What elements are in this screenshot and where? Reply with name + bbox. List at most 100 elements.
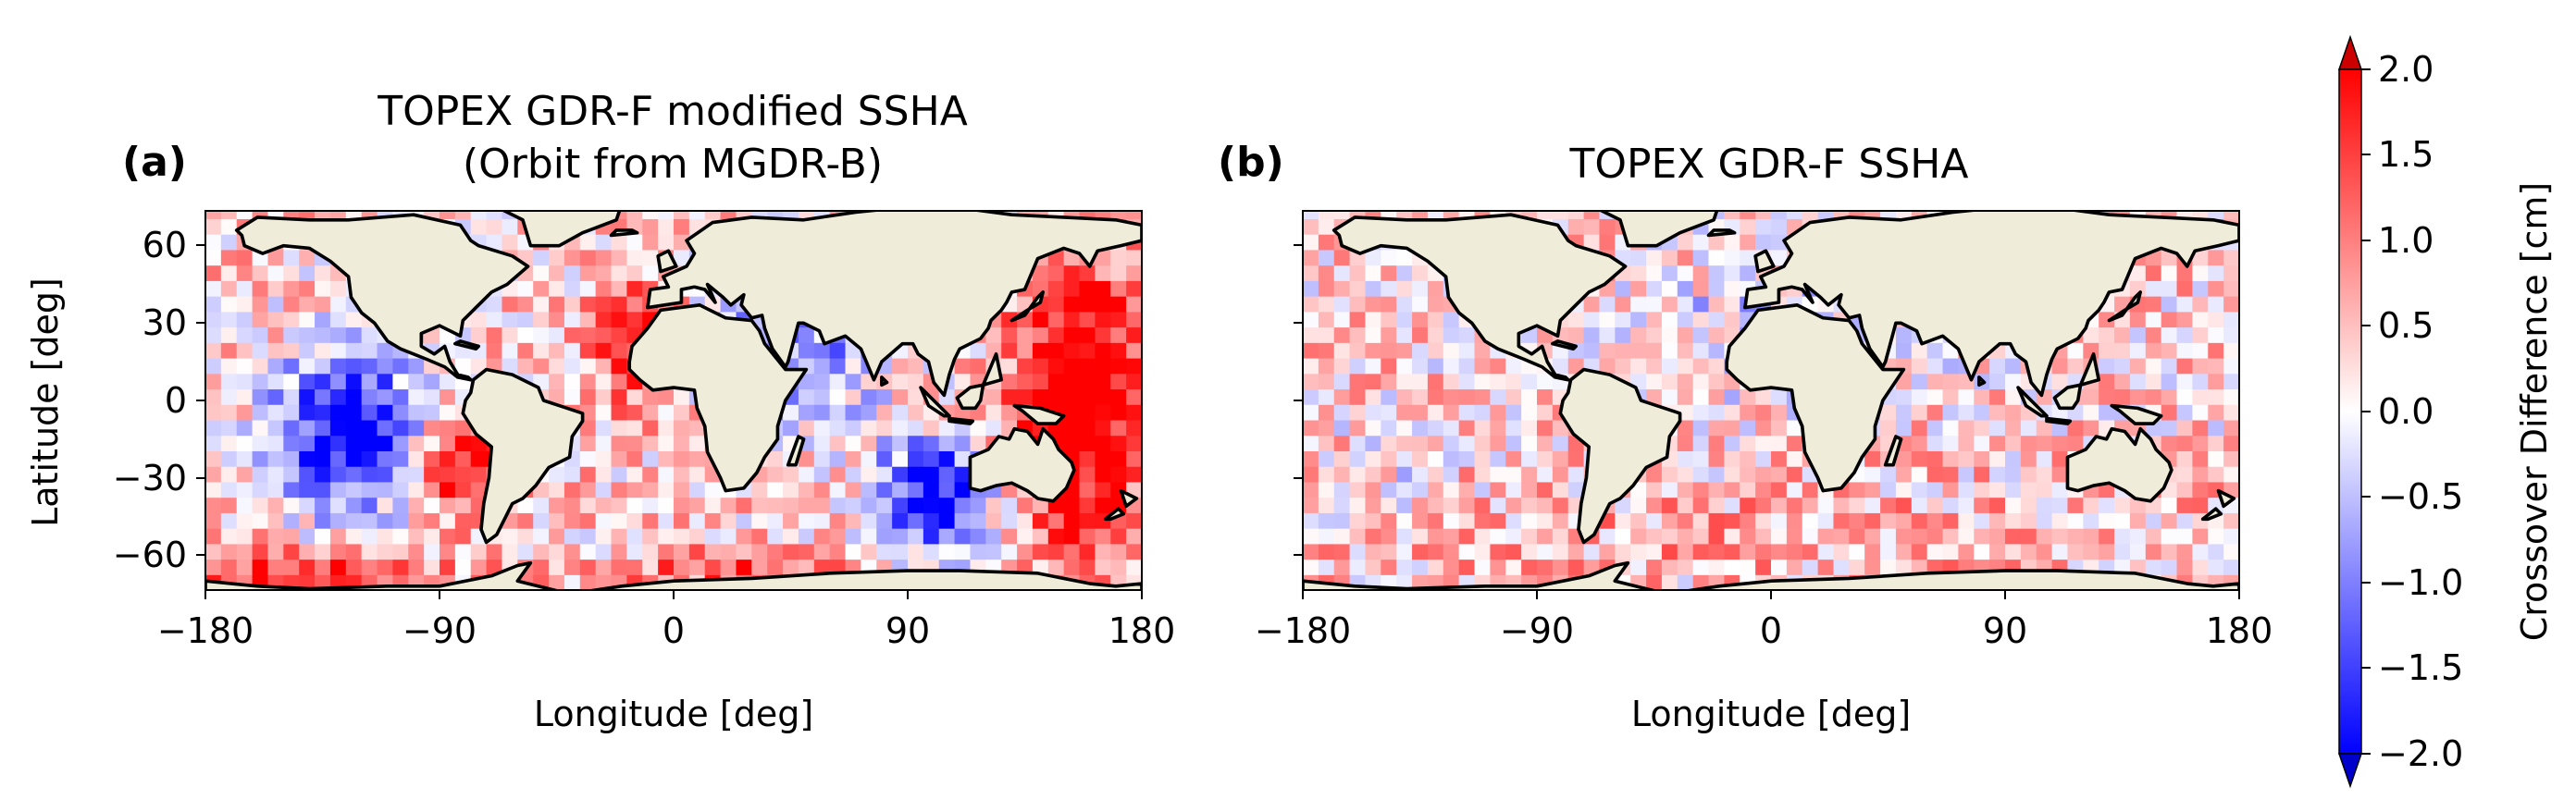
heatmap-cell — [611, 481, 627, 498]
heatmap-cell — [1427, 373, 1444, 390]
heatmap-cell — [1771, 481, 1788, 498]
heatmap-cell — [1333, 512, 1351, 529]
heatmap-cell — [1047, 296, 1065, 313]
heatmap-cell — [1537, 528, 1554, 545]
heatmap-cell — [267, 311, 284, 328]
heatmap-cell — [595, 466, 613, 483]
heatmap-cell — [1786, 559, 1803, 575]
heatmap-cell — [1126, 419, 1142, 437]
heatmap-cell — [315, 450, 331, 467]
heatmap-cell — [2020, 435, 2037, 451]
heatmap-cell — [1381, 311, 1397, 328]
heatmap-cell — [861, 419, 877, 437]
heatmap-cell — [595, 574, 613, 590]
heatmap-cell — [1661, 311, 1678, 328]
heatmap-cell — [2161, 419, 2178, 437]
heatmap-cell — [236, 388, 254, 405]
heatmap-cell — [1412, 388, 1429, 405]
heatmap-cell — [1032, 559, 1049, 575]
heatmap-cell — [329, 559, 347, 575]
heatmap-cell — [579, 296, 597, 313]
heatmap-cell — [908, 466, 924, 483]
heatmap-cell — [1032, 280, 1049, 297]
heatmap-cell — [361, 435, 378, 451]
heatmap-cell — [392, 559, 409, 575]
heatmap-cell — [783, 559, 799, 575]
heatmap-cell — [845, 512, 861, 529]
heatmap-cell — [1126, 311, 1142, 328]
heatmap-cell — [1646, 512, 1663, 529]
heatmap-cell — [533, 497, 550, 513]
heatmap-cell — [1630, 326, 1647, 343]
heatmap-cell — [1895, 326, 1913, 343]
heatmap-cell — [1771, 450, 1788, 467]
heatmap-cell — [1833, 512, 1850, 529]
heatmap-cell — [767, 466, 784, 483]
heatmap-cell — [813, 512, 831, 529]
heatmap-cell — [1926, 373, 1944, 390]
heatmap-cell — [2005, 450, 2022, 467]
heatmap-cell — [1817, 211, 1835, 219]
heatmap-cell — [1755, 497, 1772, 513]
heatmap-cell — [1911, 559, 1928, 575]
heatmap-cell — [1110, 357, 1127, 375]
heatmap-cell — [424, 211, 440, 219]
heatmap-cell — [1349, 280, 1367, 297]
heatmap-cell — [1079, 528, 1096, 545]
heatmap-cell — [1079, 373, 1096, 390]
heatmap-cell — [1802, 497, 1819, 513]
heatmap-cell — [658, 512, 675, 529]
heatmap-cell — [908, 481, 924, 498]
heatmap-cell — [2176, 326, 2193, 343]
heatmap-cell — [1001, 528, 1018, 545]
heatmap-cell — [1365, 481, 1381, 498]
heatmap-cell — [549, 249, 565, 266]
heatmap-cell — [1974, 543, 1990, 560]
heatmap-cell — [315, 574, 331, 590]
heatmap-cell — [595, 512, 613, 529]
heatmap-cell — [329, 373, 347, 390]
heatmap-cell — [1552, 450, 1569, 467]
heatmap-cell — [345, 373, 363, 390]
heatmap-cell — [329, 528, 347, 545]
panel-b: TOPEX GDR-F SSHA (b) −180 −90 0 90 180 L… — [1218, 139, 2273, 734]
heatmap-cell — [923, 450, 940, 467]
heatmap-cell — [1646, 311, 1663, 328]
heatmap-cell — [1677, 234, 1694, 251]
heatmap-cell — [595, 249, 613, 266]
heatmap-cell — [626, 234, 643, 251]
heatmap-cell — [1443, 357, 1460, 375]
heatmap-cell — [1318, 280, 1335, 297]
heatmap-cell — [1552, 357, 1569, 375]
heatmap-cell — [1047, 211, 1065, 219]
heatmap-cell — [517, 342, 534, 359]
heatmap-cell — [783, 466, 799, 483]
heatmap-cell — [205, 326, 222, 343]
heatmap-cell — [2051, 373, 2069, 390]
heatmap-cell — [2192, 481, 2209, 498]
heatmap-cell — [1771, 249, 1788, 266]
heatmap-cell — [220, 234, 238, 251]
heatmap-cell — [1303, 326, 1319, 343]
heatmap-cell — [283, 311, 300, 328]
heatmap-cell — [564, 296, 581, 313]
heatmap-cell — [408, 543, 425, 560]
heatmap-cell — [1443, 342, 1460, 359]
heatmap-cell — [440, 211, 456, 219]
heatmap-cell — [1740, 388, 1756, 405]
heatmap-cell — [392, 466, 409, 483]
heatmap-cell — [424, 419, 440, 437]
heatmap-cell — [611, 326, 627, 343]
heatmap-cell — [1079, 265, 1096, 281]
heatmap-cell — [1552, 211, 1569, 219]
heatmap-cell — [2223, 528, 2239, 545]
heatmap-cell — [1349, 357, 1367, 375]
heatmap-cell — [361, 404, 378, 421]
heatmap-cell — [611, 357, 627, 375]
heatmap-cell — [1079, 512, 1096, 529]
heatmap-cell — [720, 211, 737, 219]
heatmap-cell — [1724, 543, 1740, 560]
heatmap-cell — [1333, 435, 1351, 451]
heatmap-cell — [658, 388, 675, 405]
heatmap-cell — [938, 435, 956, 451]
